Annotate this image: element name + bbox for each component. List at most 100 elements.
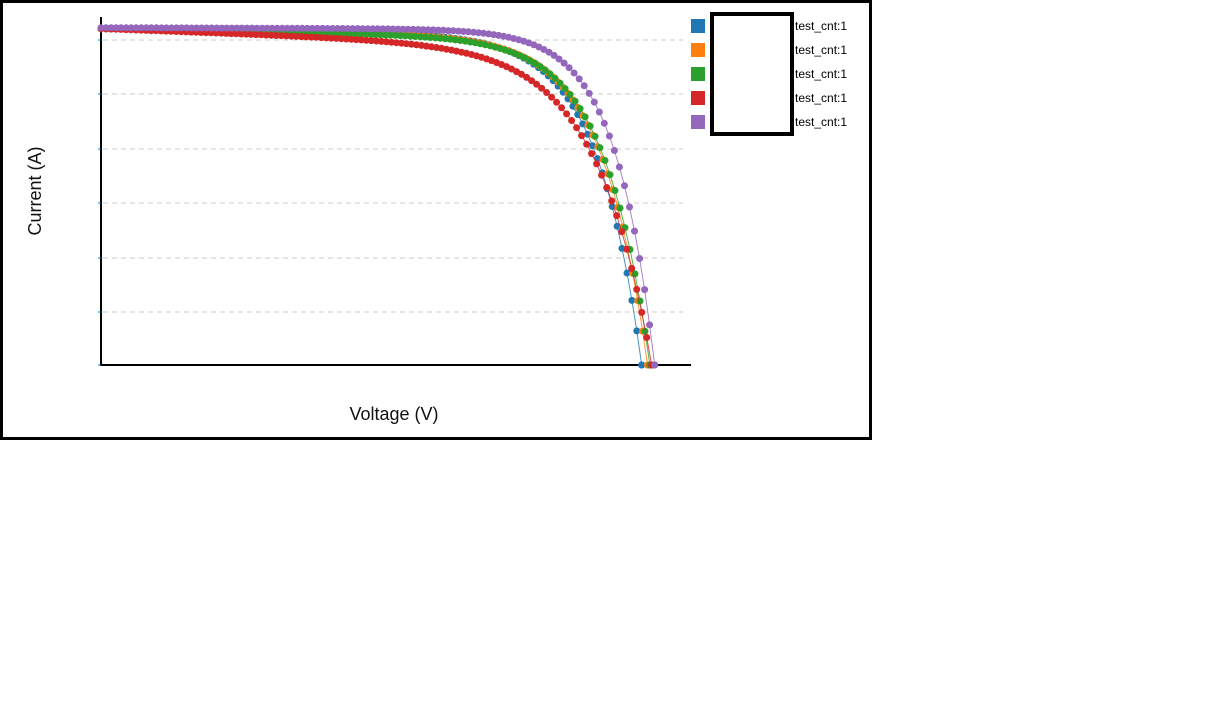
data-point xyxy=(228,24,236,32)
data-point xyxy=(588,150,596,158)
data-point xyxy=(449,27,457,35)
data-point xyxy=(480,29,487,37)
data-point xyxy=(536,63,544,71)
data-point xyxy=(583,140,591,148)
legend-label: test_cnt:1 xyxy=(795,19,847,33)
data-point xyxy=(523,73,531,81)
data-point xyxy=(563,110,571,118)
series-line xyxy=(100,28,653,366)
data-point xyxy=(396,32,404,40)
data-point xyxy=(595,108,603,116)
data-point xyxy=(132,24,140,32)
data-point xyxy=(222,29,230,37)
iv-curve-chart: Voltage (V) Current (A) test_cnt:1test_c… xyxy=(25,17,847,424)
data-point xyxy=(555,55,563,63)
data-point xyxy=(633,327,641,335)
data-point xyxy=(122,24,130,32)
data-point xyxy=(546,70,554,78)
data-point xyxy=(391,31,399,39)
data-point xyxy=(421,33,429,41)
data-point xyxy=(414,26,422,33)
legend-label: test_cnt:1 xyxy=(795,43,847,57)
data-point xyxy=(565,64,573,72)
data-point xyxy=(329,25,336,32)
data-point xyxy=(638,308,646,316)
data-point xyxy=(283,24,291,32)
data-point xyxy=(470,28,477,36)
data-point xyxy=(538,84,546,92)
series-line xyxy=(100,28,649,366)
data-point xyxy=(626,203,633,211)
data-point xyxy=(561,85,569,93)
data-point xyxy=(218,24,226,32)
data-point xyxy=(203,24,211,32)
data-point xyxy=(342,35,350,43)
data-point xyxy=(217,29,225,37)
data-point xyxy=(578,132,586,140)
data-point xyxy=(389,25,397,33)
data-point xyxy=(571,97,579,105)
data-point xyxy=(352,30,359,38)
data-point xyxy=(372,37,380,45)
data-point xyxy=(601,157,609,164)
data-point xyxy=(263,24,271,32)
data-point xyxy=(327,34,335,42)
data-point xyxy=(528,77,536,85)
data-point xyxy=(643,334,651,341)
data-point xyxy=(606,171,614,179)
data-point xyxy=(621,182,628,190)
series-line xyxy=(101,27,656,366)
data-point xyxy=(369,25,377,33)
data-point xyxy=(312,33,320,41)
data-point xyxy=(411,33,419,40)
data-point xyxy=(293,24,301,32)
data-point xyxy=(615,163,623,171)
data-point xyxy=(347,35,355,43)
data-point xyxy=(594,155,601,163)
data-point xyxy=(590,98,598,106)
data-point xyxy=(616,204,624,212)
data-point xyxy=(257,31,265,39)
data-point xyxy=(459,28,467,35)
series-5 xyxy=(97,24,659,369)
data-point xyxy=(278,24,286,32)
data-point xyxy=(598,171,606,179)
data-point xyxy=(633,285,641,293)
data-point xyxy=(628,296,636,304)
data-point xyxy=(298,24,306,32)
data-point xyxy=(253,24,261,32)
chart-frame: Voltage (V) Current (A) test_cnt:1 test_c… xyxy=(0,0,872,440)
data-point xyxy=(651,361,659,369)
data-point xyxy=(638,361,646,369)
data-point xyxy=(580,82,588,90)
data-point xyxy=(162,24,170,32)
data-point xyxy=(386,31,394,39)
data-point xyxy=(97,24,105,32)
data-point xyxy=(117,24,125,32)
data-point xyxy=(613,222,621,230)
data-point xyxy=(364,25,372,33)
data-point xyxy=(600,119,608,127)
legend-label: test_cnt:1 xyxy=(795,91,847,105)
series-line xyxy=(100,28,651,366)
data-point xyxy=(434,26,442,34)
data-point xyxy=(288,24,296,32)
y-axis-title: Current (A) xyxy=(25,146,45,235)
data-point xyxy=(589,142,596,150)
data-point xyxy=(603,184,611,191)
data-point xyxy=(178,24,185,32)
legend-label: test_cnt:1 xyxy=(795,67,847,81)
data-point xyxy=(610,147,618,154)
data-point xyxy=(545,48,553,56)
series-layer xyxy=(97,24,659,369)
data-point xyxy=(297,33,305,41)
data-point xyxy=(573,124,581,132)
data-point xyxy=(308,24,316,32)
data-point xyxy=(227,30,235,38)
data-point xyxy=(147,24,155,32)
data-point xyxy=(127,24,135,32)
data-point xyxy=(372,31,379,39)
data-point xyxy=(237,30,245,38)
data-point xyxy=(332,34,340,42)
data-point xyxy=(322,34,330,42)
